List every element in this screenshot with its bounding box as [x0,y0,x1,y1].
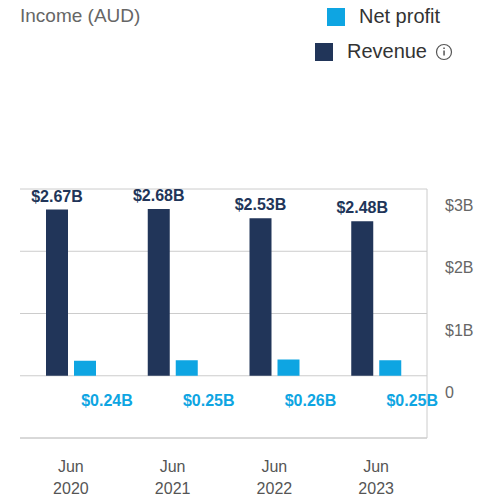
svg-text:$2B: $2B [445,259,473,276]
html-text:Net profit: Net profit [358,5,441,27]
svg-text:2023: 2023 [358,480,394,497]
svg-text:$0.26B: $0.26B [285,392,337,409]
svg-text:Jun: Jun [261,458,287,475]
svg-text:$1B: $1B [445,322,473,339]
html-text:Revenue: Revenue [346,40,427,62]
html-text:Income (AUD): Income (AUD) [20,5,141,26]
svg-text:Jun: Jun [363,458,389,475]
svg-text:2022: 2022 [257,480,293,497]
svg-text:$2.48B: $2.48B [336,199,388,216]
svg-text:$0.25B: $0.25B [386,392,438,409]
svg-text:0: 0 [445,384,454,401]
svg-text:$2.67B: $2.67B [31,188,83,205]
svg-text:Jun: Jun [160,458,186,475]
svg-text:$2.68B: $2.68B [133,187,185,204]
svg-text:$0.24B: $0.24B [81,392,133,409]
svg-text:2020: 2020 [53,480,89,497]
svg-text:$3B: $3B [445,197,473,214]
svg-text:2021: 2021 [155,480,191,497]
svg-text:$0.25B: $0.25B [183,392,235,409]
svg-text:$2.53B: $2.53B [235,196,287,213]
svg-text:Jun: Jun [58,458,84,475]
